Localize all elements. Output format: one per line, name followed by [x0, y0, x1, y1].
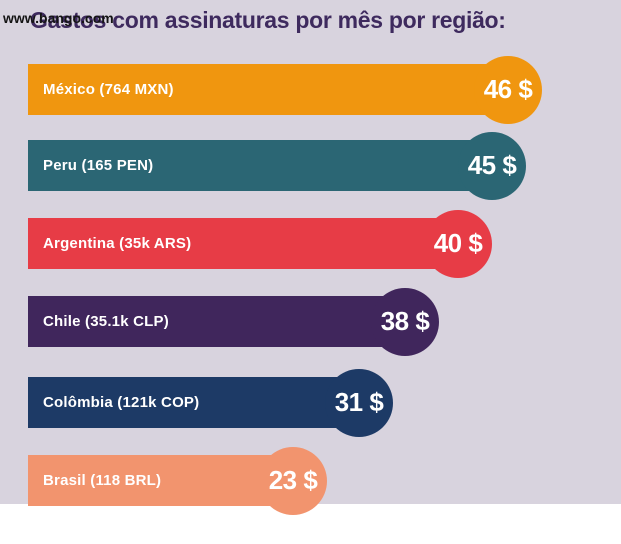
bar: México (764 MXN)	[28, 64, 508, 115]
bar-value-label: 23 $	[268, 465, 318, 495]
bar: Colômbia (121k COP)	[28, 377, 359, 428]
bar: Peru (165 PEN)	[28, 140, 492, 191]
bar-end-circle: 45 $	[458, 131, 526, 200]
bar-row: México (764 MXN) 46 $	[0, 55, 621, 124]
bar-category-label: Peru (165 PEN)	[43, 157, 154, 174]
bar-end-circle: 40 $	[424, 209, 492, 278]
footer-strip	[0, 504, 621, 544]
bar-row: Brasil (118 BRL) 23 $	[0, 446, 621, 515]
bar-category-label: Chile (35.1k CLP)	[43, 313, 169, 330]
bar-value-label: 31 $	[334, 387, 384, 417]
bar-category-label: Brasil (118 BRL)	[43, 472, 162, 489]
bar-row: Chile (35.1k CLP) 38 $	[0, 287, 621, 356]
bar-end-circle: 38 $	[371, 287, 439, 356]
chart-title: Gastos com assinaturas por mês por regiã…	[30, 7, 506, 33]
bar-value-label: 38 $	[380, 306, 430, 336]
bar-category-label: Argentina (35k ARS)	[43, 235, 192, 252]
footer-url: www.bango.com	[3, 10, 114, 26]
bar-value-label: 40 $	[433, 228, 483, 258]
bar-row: Peru (165 PEN) 45 $	[0, 131, 621, 200]
bar-row: Colômbia (121k COP) 31 $	[0, 368, 621, 437]
bar-end-circle: 23 $	[259, 446, 327, 515]
bar: Brasil (118 BRL)	[28, 455, 293, 506]
bar: Argentina (35k ARS)	[28, 218, 458, 269]
bar-end-circle: 31 $	[325, 368, 393, 437]
bar-category-label: México (764 MXN)	[43, 81, 174, 98]
bar-category-label: Colômbia (121k COP)	[43, 394, 200, 411]
bar-end-circle: 46 $	[474, 55, 542, 124]
bar-value-label: 46 $	[483, 74, 533, 104]
bar: Chile (35.1k CLP)	[28, 296, 405, 347]
bar-row: Argentina (35k ARS) 40 $	[0, 209, 621, 278]
bar-value-label: 45 $	[467, 150, 517, 180]
